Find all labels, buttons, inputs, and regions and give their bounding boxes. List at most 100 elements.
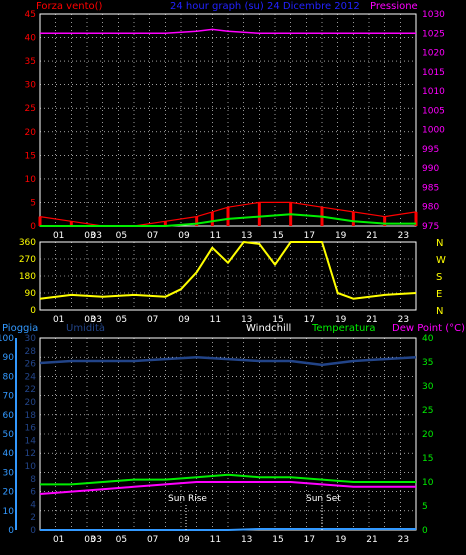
direction-tick-label: 270 bbox=[19, 255, 36, 265]
chart-title: 24 hour graph (su) 24 Dicembre 2012 bbox=[170, 1, 360, 12]
temperature-tick-label: 20 bbox=[422, 430, 434, 440]
rain-tick-label: 70 bbox=[3, 392, 15, 402]
x-tick-label: 23 bbox=[398, 231, 409, 241]
x-tick-label: 07 bbox=[147, 535, 158, 545]
rain-tick-label: 100 bbox=[0, 334, 14, 344]
rain-tick-label: 20 bbox=[3, 488, 15, 498]
temperature-tick-label: 15 bbox=[422, 454, 433, 464]
wind-tick-label: 30 bbox=[25, 81, 37, 91]
direction-line bbox=[39, 241, 417, 300]
wind-axis-title: Forza vento() bbox=[36, 1, 103, 12]
x-tick-label: 13 bbox=[241, 231, 252, 241]
pressure-tick-label: 975 bbox=[422, 222, 439, 232]
temperature-line bbox=[40, 473, 416, 486]
rain-tick-label: 0 bbox=[8, 526, 14, 536]
pressure-tick-label: 1010 bbox=[422, 87, 445, 97]
rain-tick-label: 10 bbox=[3, 507, 15, 517]
wind-tick-label: 5 bbox=[30, 198, 36, 208]
x-tick-label: 11 bbox=[210, 231, 221, 241]
x-tick-label: 03 bbox=[84, 535, 95, 545]
wind-tick-label: 35 bbox=[25, 57, 36, 67]
temperature-tick-label: 40 bbox=[422, 334, 434, 344]
x-tick-label: 23 bbox=[398, 315, 409, 325]
x-tick-label: 05 bbox=[116, 315, 127, 325]
x-tick-label: 11 bbox=[210, 535, 221, 545]
sunrise-label: Sun Rise bbox=[168, 494, 207, 504]
gust-line bbox=[40, 213, 416, 227]
humidity-axis-title: Umidità bbox=[66, 322, 105, 334]
x-tick-label: 09 bbox=[178, 315, 190, 325]
temperature-tick-label: 10 bbox=[422, 478, 434, 488]
wind-tick-label: 10 bbox=[25, 175, 37, 185]
x-tick-label: 19 bbox=[335, 315, 347, 325]
rain-tick-label: 30 bbox=[3, 468, 15, 478]
direction-tick-label: 90 bbox=[25, 289, 37, 299]
pressure-tick-label: 995 bbox=[422, 145, 439, 155]
direction-tick-label: 0 bbox=[30, 306, 36, 316]
x-tick-label: 03 bbox=[91, 315, 102, 325]
pressure-tick-label: 1025 bbox=[422, 29, 445, 39]
x-tick-label: 19 bbox=[335, 535, 347, 545]
x-tick-label: 07 bbox=[147, 315, 158, 325]
compass-label: N bbox=[436, 238, 443, 249]
pressure-tick-label: 1020 bbox=[422, 49, 445, 59]
x-tick-label: 15 bbox=[272, 231, 283, 241]
humidity-tick-label: 20 bbox=[25, 398, 37, 408]
humidity-tick-label: 14 bbox=[25, 436, 37, 446]
pressure-tick-label: 1000 bbox=[422, 126, 445, 136]
x-tick-label: 03 bbox=[91, 535, 102, 545]
x-tick-label: 17 bbox=[304, 315, 315, 325]
direction-tick-label: 180 bbox=[19, 272, 36, 282]
rain-line bbox=[40, 528, 416, 531]
x-tick-label: 03 bbox=[91, 231, 102, 241]
compass-label: W bbox=[436, 255, 446, 266]
wind-tick-label: 40 bbox=[25, 34, 37, 44]
pressure-tick-label: 990 bbox=[422, 164, 439, 174]
x-tick-label: 09 bbox=[178, 231, 190, 241]
x-tick-label: 05 bbox=[116, 231, 127, 241]
x-tick-label: 23 bbox=[398, 535, 409, 545]
temperature-tick-label: 5 bbox=[422, 502, 428, 512]
x-tick-label: 05 bbox=[116, 535, 127, 545]
humidity-tick-label: 24 bbox=[25, 372, 37, 382]
x-tick-label: 17 bbox=[304, 535, 315, 545]
wind-tick-label: 15 bbox=[25, 151, 36, 161]
humidity-tick-label: 26 bbox=[25, 360, 37, 370]
sunset-label: Sun Set bbox=[306, 494, 341, 504]
rain-tick-label: 80 bbox=[3, 372, 15, 382]
x-tick-label: 03 bbox=[84, 315, 95, 325]
humidity-tick-label: 0 bbox=[30, 526, 36, 536]
pressure-axis-title: Pressione bbox=[370, 1, 418, 12]
pressure-tick-label: 980 bbox=[422, 203, 439, 213]
x-tick-label: 01 bbox=[53, 231, 64, 241]
pressure-tick-label: 1005 bbox=[422, 106, 445, 116]
dewpoint-axis-title: Dew Point (°C) bbox=[392, 323, 465, 334]
wind-tick-label: 45 bbox=[25, 10, 36, 20]
rain-tick-label: 60 bbox=[3, 411, 15, 421]
humidity-tick-label: 16 bbox=[25, 424, 37, 434]
compass-label: E bbox=[436, 289, 442, 300]
temperature-tick-label: 25 bbox=[422, 406, 433, 416]
x-tick-label: 19 bbox=[335, 231, 347, 241]
humidity-tick-label: 18 bbox=[25, 411, 37, 421]
temperature-tick-label: 30 bbox=[422, 382, 434, 392]
x-tick-label: 11 bbox=[210, 315, 221, 325]
pressure-line bbox=[40, 28, 416, 35]
x-tick-label: 13 bbox=[241, 535, 252, 545]
humidity-tick-label: 2 bbox=[30, 513, 36, 523]
rain-tick-label: 40 bbox=[3, 449, 15, 459]
x-tick-label: 07 bbox=[147, 231, 158, 241]
humidity-tick-label: 4 bbox=[30, 500, 36, 510]
rain-axis-title: Pioggia bbox=[2, 323, 38, 334]
x-tick-label: 21 bbox=[366, 535, 377, 545]
humidity-tick-label: 6 bbox=[30, 488, 36, 498]
x-tick-label: 17 bbox=[304, 231, 315, 241]
humidity-tick-label: 12 bbox=[25, 449, 36, 459]
rain-tick-label: 90 bbox=[3, 353, 15, 363]
x-tick-label: 01 bbox=[53, 535, 64, 545]
x-tick-label: 01 bbox=[53, 315, 64, 325]
wind-tick-label: 25 bbox=[25, 104, 36, 114]
compass-label: N bbox=[436, 306, 443, 317]
humidity-tick-label: 30 bbox=[25, 334, 37, 344]
humidity-line bbox=[39, 355, 417, 367]
